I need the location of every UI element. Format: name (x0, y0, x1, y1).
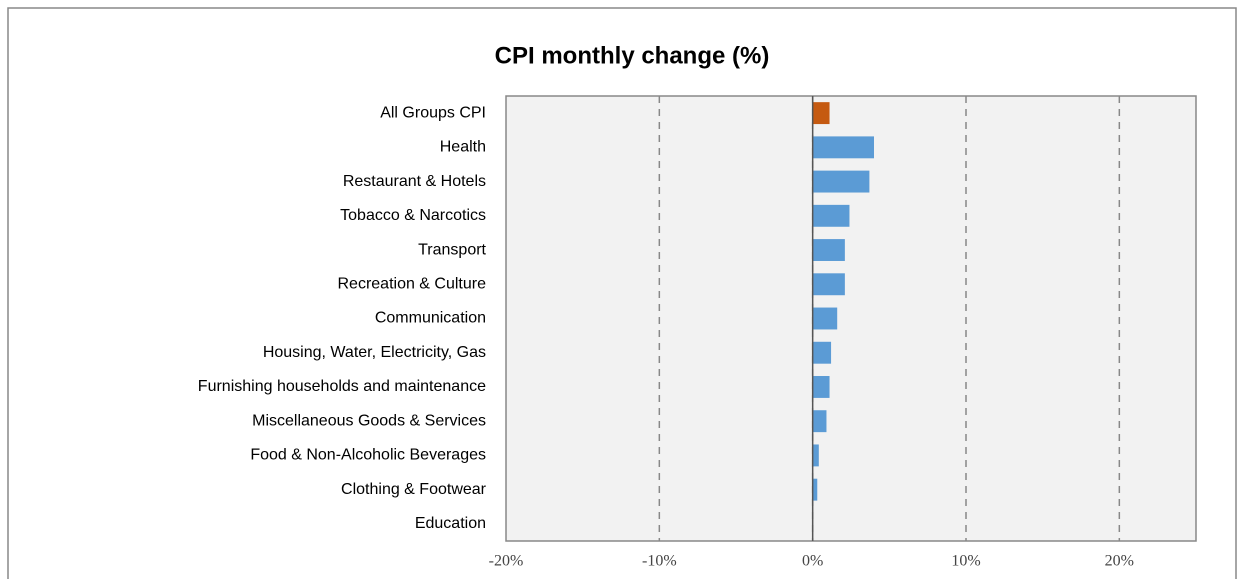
y-tick-label: Miscellaneous Goods & Services (252, 412, 486, 429)
y-tick-label: Housing, Water, Electricity, Gas (263, 344, 486, 361)
bar (812, 102, 830, 125)
y-tick-label: Education (415, 515, 486, 532)
x-tick-label: 10% (951, 553, 980, 570)
y-tick-label: Restaurant & Hotels (343, 173, 486, 190)
y-tick-label: Furnishing households and maintenance (198, 378, 486, 395)
y-tick-label: Transport (418, 241, 486, 258)
bar (812, 410, 827, 433)
y-tick-label: Tobacco & Narcotics (340, 207, 486, 224)
bar (812, 478, 818, 501)
bar (812, 376, 830, 398)
x-tick-label: -10% (642, 553, 677, 570)
bar (812, 239, 845, 261)
plot-area (505, 95, 1197, 542)
y-tick-label: Food & Non-Alcoholic Beverages (250, 447, 486, 464)
bar (812, 204, 850, 227)
y-tick-label: Communication (375, 310, 486, 327)
chart-title: CPI monthly change (%) (495, 42, 770, 69)
y-tick-label: Recreation & Culture (337, 275, 486, 292)
y-tick-label: Clothing & Footwear (341, 481, 487, 498)
bar (812, 273, 845, 296)
y-tick-label: Health (440, 139, 486, 156)
bar (812, 170, 870, 193)
x-tick-label: 20% (1105, 553, 1134, 570)
bar (812, 307, 838, 330)
bar (812, 136, 874, 159)
x-tick-label: 0% (802, 553, 823, 570)
x-tick-label: -20% (489, 553, 524, 570)
bar (812, 341, 832, 364)
bar (812, 444, 819, 467)
y-tick-label: All Groups CPI (380, 104, 486, 121)
